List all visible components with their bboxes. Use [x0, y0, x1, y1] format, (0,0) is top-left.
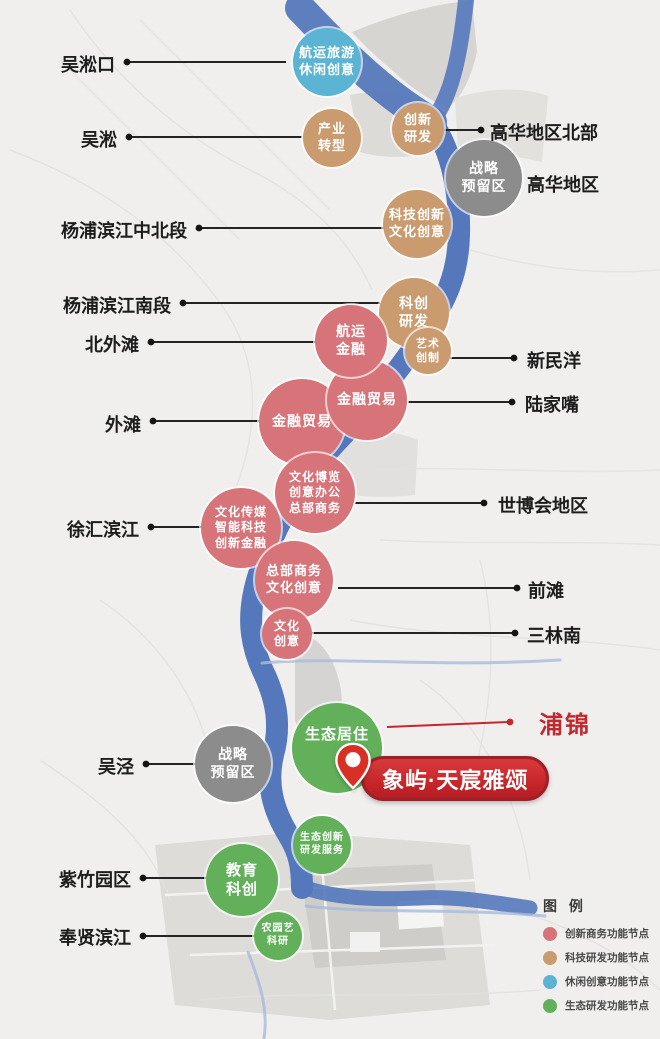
- label-zizhu-park: 紫竹园区: [59, 870, 131, 890]
- label-gaohua-north: 高华地区北部: [490, 123, 598, 143]
- label-yangpu-binjiang-south: 杨浦滨江南段: [63, 296, 171, 316]
- highlight-connector-line: [386, 718, 514, 728]
- legend-dot-eco-rd: [543, 998, 557, 1013]
- label-wusongkou: 吴淞口: [61, 55, 115, 75]
- node-cultural-creative: 文化 创意: [262, 609, 312, 659]
- node-shipping-finance: 航运 金融: [315, 305, 387, 377]
- legend-dot-tech-rd: [543, 950, 557, 965]
- node-shipping-tourism-leisure-creative: 航运旅游 休闲创意: [293, 28, 361, 96]
- legend-item-leisure-creative: 休闲创意功能节点: [543, 974, 649, 989]
- label-fengxian-binjiang: 奉贤滨江: [59, 928, 131, 948]
- node-education-scitech: 教育 科创: [206, 844, 278, 916]
- label-xinminyang: 新民洋: [527, 351, 581, 371]
- label-sanlin-south: 三林南: [527, 626, 581, 646]
- label-dots: [123, 58, 521, 940]
- node-agri-horticulture-research: 农园艺 科研: [254, 912, 302, 960]
- label-north-bund: 北外滩: [85, 335, 139, 355]
- legend-dot-innovation-business: [543, 926, 557, 941]
- node-finance-trade-bund: 金融贸易: [259, 379, 345, 465]
- legend-item-tech-rd: 科技研发功能节点: [543, 950, 649, 965]
- label-wujing: 吴泾: [98, 757, 134, 777]
- node-tech-innovation-cultural-creative: 科技创新 文化创意: [383, 190, 451, 258]
- node-eco-innovation-rd-service: 生态创新 研发服务: [293, 816, 351, 874]
- label-gaohua: 高华地区: [527, 175, 599, 195]
- label-connector-lines: [127, 61, 515, 937]
- legend: 图 例 创新商务功能节点 科技研发功能节点 休闲创意功能节点 生态研发功能节点: [543, 896, 649, 1022]
- project-banner: 象屿·天宸雅颂: [361, 756, 550, 801]
- label-lujiazui: 陆家嘴: [525, 395, 579, 415]
- legend-dot-leisure-creative: [543, 974, 557, 989]
- location-pin-icon: [335, 742, 371, 790]
- node-art-creation: 艺术 创制: [405, 328, 451, 374]
- node-hq-business-cultural-creative: 总部商务 文化创意: [255, 541, 333, 619]
- node-strategic-reserve-south: 战略 预留区: [195, 726, 271, 802]
- label-qiantan: 前滩: [528, 581, 564, 601]
- legend-item-innovation-business: 创新商务功能节点: [543, 926, 649, 941]
- legend-item-eco-rd: 生态研发功能节点: [543, 998, 649, 1013]
- project-name: 象屿·天宸雅颂: [382, 767, 529, 793]
- label-expo-area: 世博会地区: [498, 496, 588, 516]
- node-industry-transformation: 产业 转型: [303, 109, 361, 167]
- label-pujin-highlight: 浦锦: [539, 712, 591, 739]
- node-strategic-reserve-north: 战略 预留区: [446, 140, 522, 216]
- legend-title: 图 例: [543, 898, 587, 914]
- label-bund: 外滩: [105, 415, 141, 435]
- label-wusong: 吴淞: [81, 130, 117, 150]
- node-innovation-rd: 创新 研发: [392, 103, 444, 155]
- node-culture-expo-office-hq: 文化博览 创意办公 总部商务: [275, 453, 355, 533]
- node-eco-residence: 生态居住: [292, 703, 382, 793]
- label-yangpu-binjiang-midnorth: 杨浦滨江中北段: [61, 221, 187, 241]
- label-xuhui-binjiang: 徐汇滨江: [67, 520, 139, 540]
